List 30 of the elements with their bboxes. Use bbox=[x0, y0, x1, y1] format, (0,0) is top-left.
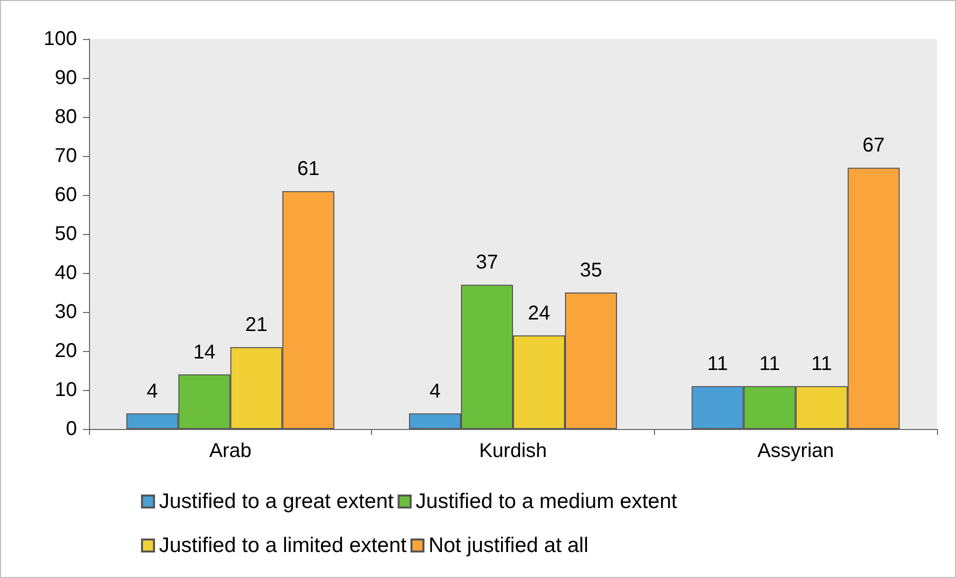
y-tick-label: 30 bbox=[54, 301, 77, 323]
y-tick-label: 60 bbox=[54, 184, 77, 206]
legend-label: Justified to a great extent bbox=[159, 490, 394, 513]
x-tick-label: Assyrian bbox=[757, 440, 834, 462]
legend-label: Justified to a limited extent bbox=[159, 534, 407, 557]
y-tick-label: 70 bbox=[54, 145, 77, 167]
data-label: 11 bbox=[707, 353, 728, 376]
y-tick-label: 90 bbox=[54, 67, 77, 89]
legend-label: Not justified at all bbox=[428, 534, 588, 557]
data-label: 4 bbox=[429, 380, 441, 402]
y-tick-label: 20 bbox=[54, 340, 77, 362]
x-tick-label: Arab bbox=[209, 440, 252, 462]
x-tick-label: Kurdish bbox=[479, 440, 547, 462]
data-label: 4 bbox=[146, 380, 158, 402]
data-label: 24 bbox=[528, 302, 550, 324]
data-label: 11 bbox=[759, 353, 780, 376]
data-label: 14 bbox=[193, 341, 216, 364]
data-label: 37 bbox=[476, 252, 498, 274]
data-label: 35 bbox=[580, 260, 602, 282]
data-label: 67 bbox=[862, 134, 885, 157]
y-tick-label: 80 bbox=[54, 106, 77, 128]
data-label: 21 bbox=[245, 314, 268, 336]
y-tick-label: 100 bbox=[44, 28, 77, 50]
y-tick-label: 50 bbox=[54, 223, 77, 245]
y-tick-label: 40 bbox=[54, 262, 77, 284]
legend-label: Justified to a medium extent bbox=[416, 490, 678, 513]
y-tick-label: 10 bbox=[54, 379, 77, 401]
data-label: 61 bbox=[297, 158, 320, 180]
data-label: 11 bbox=[811, 353, 832, 376]
y-tick-label: 0 bbox=[66, 418, 77, 440]
